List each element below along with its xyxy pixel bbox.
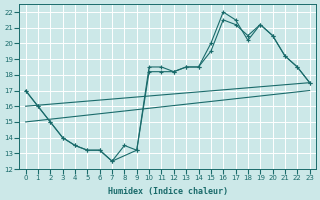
- X-axis label: Humidex (Indice chaleur): Humidex (Indice chaleur): [108, 187, 228, 196]
